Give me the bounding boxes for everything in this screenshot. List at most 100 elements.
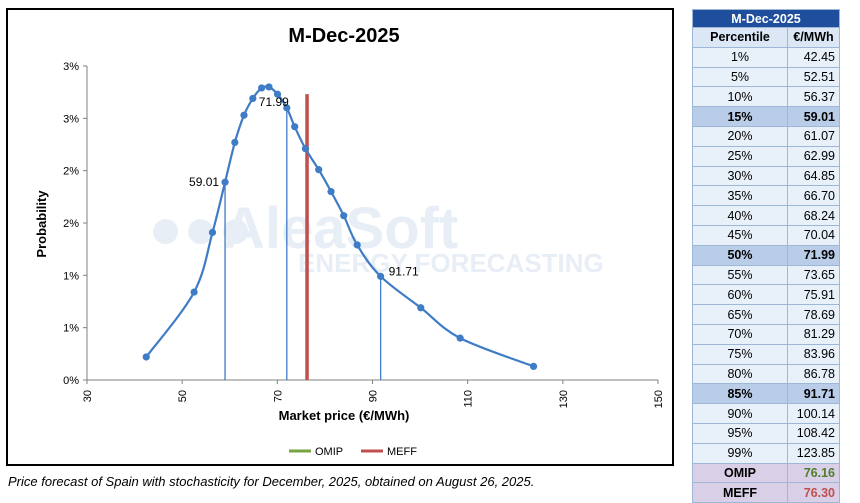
y-axis-title: Probability (34, 190, 49, 258)
price-cell: 108.42 (787, 422, 840, 444)
percentile-cell: 85% (692, 383, 788, 405)
percentile-cell: 10% (692, 86, 788, 108)
percentile-cell: 95% (692, 422, 788, 444)
header-price: €/MWh (787, 27, 840, 48)
price-cell: 91.71 (787, 383, 840, 405)
table-row: 25% 62.99 (692, 145, 840, 167)
percentile-cell: 90% (692, 403, 788, 424)
table-title: M-Dec-2025 (692, 9, 840, 28)
table-row: 30% 64.85 (692, 165, 840, 187)
y-tick-label: 3% (63, 61, 79, 73)
legend-label-omip: OMIP (315, 446, 343, 458)
percentile-cell: 15% (692, 106, 788, 127)
data-point (529, 362, 538, 370)
price-cell: 81.29 (787, 323, 840, 345)
table-row: 65% 78.69 (692, 304, 840, 325)
table-row: 99% 123.85 (692, 442, 840, 464)
percentile-cell: 99% (692, 442, 788, 464)
data-point (190, 288, 198, 296)
y-tick-label: 1% (63, 270, 79, 282)
y-tick-label: 1% (63, 323, 79, 335)
x-tick-label: 110 (463, 390, 475, 408)
percentile-cell: 70% (692, 323, 788, 345)
price-cell: 56.37 (787, 86, 840, 108)
data-point (327, 188, 335, 196)
x-tick-label: 130 (558, 390, 570, 408)
watermark-logo: ●●● (148, 196, 253, 261)
data-point (142, 353, 150, 361)
price-cell: 61.07 (787, 125, 840, 147)
data-point (417, 304, 425, 312)
chart-panel: ●●● AleaSoft ENERGY FORECASTING M-Dec-2025… (6, 8, 674, 466)
price-cell: 86.78 (787, 363, 840, 385)
table-title-row: M-Dec-2025 (692, 9, 840, 28)
percentile-cell: 30% (692, 165, 788, 187)
x-axis-title: Market price (€/MWh) (279, 408, 410, 423)
table-row: 15% 59.01 (692, 106, 840, 127)
price-cell: 83.96 (787, 343, 840, 365)
price-cell: 59.01 (787, 106, 840, 127)
price-cell: 100.14 (787, 403, 840, 424)
table-row: 55% 73.65 (692, 264, 840, 286)
data-point (258, 84, 266, 92)
price-cell: 64.85 (787, 165, 840, 187)
table-header-row: Percentile €/MWh (692, 27, 840, 48)
percentile-cell: 50% (692, 244, 788, 266)
data-point (456, 334, 464, 342)
data-point (240, 111, 248, 119)
header-percentile: Percentile (692, 27, 788, 48)
price-cell: 75.91 (787, 284, 840, 306)
data-point (301, 145, 310, 153)
data-point (273, 90, 282, 98)
data-point (340, 212, 348, 220)
price-cell: 62.99 (787, 145, 840, 167)
price-cell: 71.99 (787, 244, 840, 266)
price-cell: 123.85 (787, 442, 840, 464)
price-cell: 52.51 (787, 66, 840, 88)
percentile-cell: 1% (692, 46, 788, 68)
x-tick-label: 90 (368, 390, 380, 402)
percentile-cell: 65% (692, 304, 788, 325)
table-row: 20% 61.07 (692, 125, 840, 147)
data-point (283, 104, 291, 112)
x-tick-label: 30 (82, 390, 94, 402)
table-row: 90% 100.14 (692, 403, 840, 424)
point-label: 91.71 (389, 264, 419, 278)
y-tick-label: 2% (63, 166, 79, 178)
table-row: 35% 66.70 (692, 185, 840, 207)
meff-value: 76.30 (787, 482, 840, 503)
percentile-cell: 40% (692, 205, 788, 226)
price-cell: 73.65 (787, 264, 840, 286)
meff-row: MEFF 76.30 (692, 482, 840, 503)
data-point (315, 166, 323, 174)
percentile-cell: 25% (692, 145, 788, 167)
x-tick-label: 70 (272, 390, 284, 402)
table-row: 80% 86.78 (692, 363, 840, 385)
table-row: 1% 42.45 (692, 46, 840, 68)
price-cell: 70.04 (787, 224, 840, 246)
percentile-cell: 75% (692, 343, 788, 365)
data-point (221, 178, 229, 186)
y-tick-label: 3% (63, 113, 79, 125)
price-cell: 68.24 (787, 205, 840, 226)
percentile-table: M-Dec-2025 Percentile €/MWh 1% 42.45 5% 52.… (692, 9, 840, 503)
table-row: 85% 91.71 (692, 383, 840, 405)
table-row: 5% 52.51 (692, 66, 840, 88)
omip-label: OMIP (692, 462, 788, 484)
legend-label-meff: MEFF (387, 446, 417, 458)
percentile-cell: 60% (692, 284, 788, 306)
table-row: 10% 56.37 (692, 86, 840, 108)
x-tick-label: 50 (177, 390, 189, 402)
price-cell: 66.70 (787, 185, 840, 207)
table-row: 75% 83.96 (692, 343, 840, 365)
data-point (377, 272, 385, 280)
data-point (249, 94, 257, 103)
table-row: 95% 108.42 (692, 422, 840, 444)
table-row: 45% 70.04 (692, 224, 840, 246)
price-cell: 42.45 (787, 46, 840, 68)
y-tick-label: 2% (63, 218, 79, 230)
data-point (231, 138, 239, 147)
table-row: 60% 75.91 (692, 284, 840, 306)
table-row: 70% 81.29 (692, 323, 840, 345)
